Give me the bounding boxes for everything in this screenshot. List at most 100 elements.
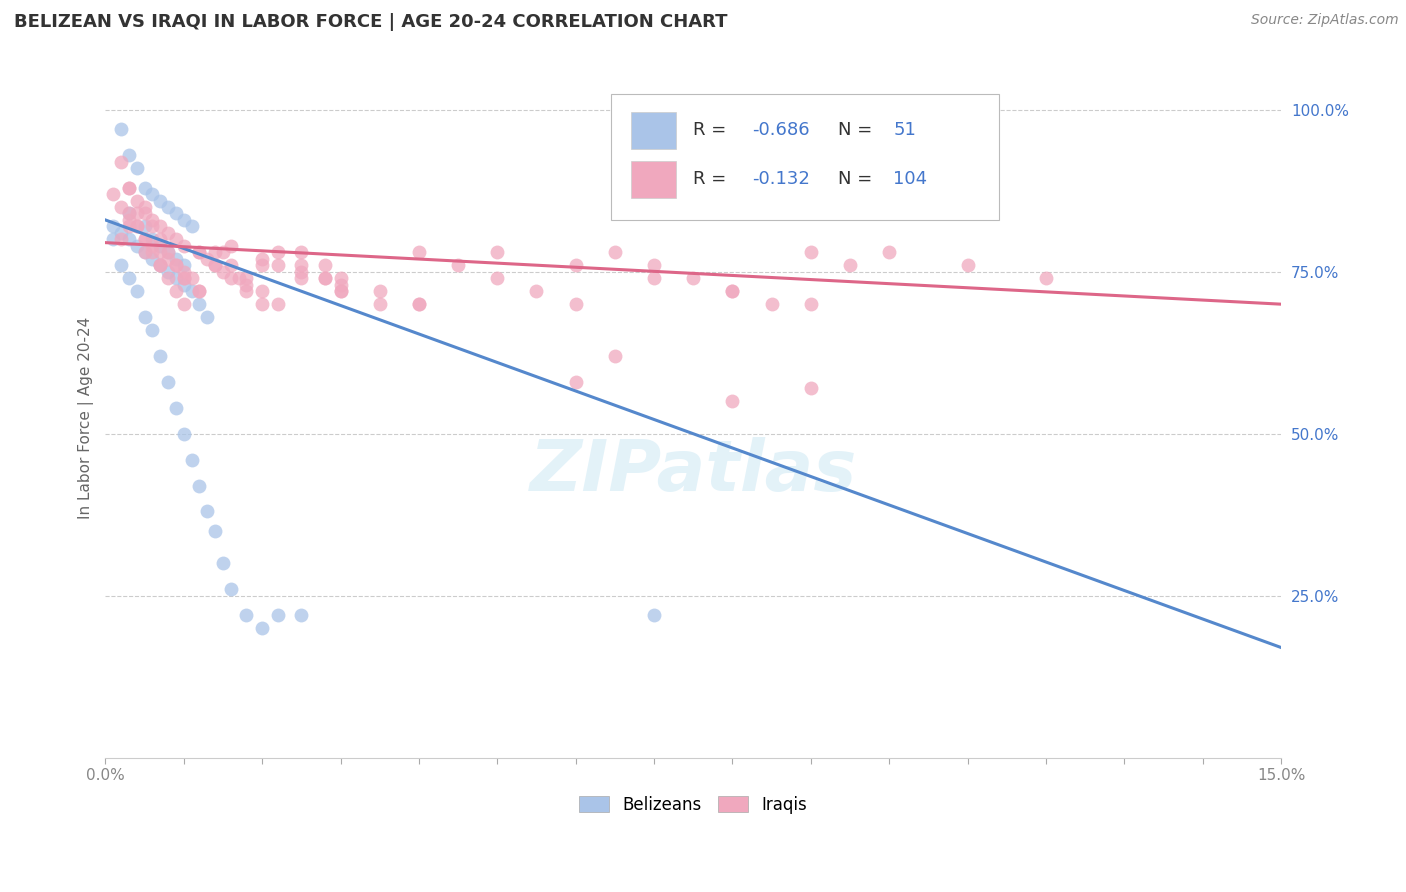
- Point: [219, 271, 242, 285]
- Point: [250, 258, 273, 272]
- Y-axis label: In Labor Force | Age 20-24: In Labor Force | Age 20-24: [79, 317, 94, 518]
- Point: [118, 206, 141, 220]
- Point: [329, 284, 352, 298]
- Point: [141, 245, 163, 260]
- Point: [839, 258, 862, 272]
- Point: [180, 271, 202, 285]
- Point: [118, 232, 141, 246]
- Point: [125, 206, 148, 220]
- Point: [219, 239, 242, 253]
- Point: [526, 284, 548, 298]
- Point: [643, 608, 665, 623]
- Point: [267, 245, 290, 260]
- Point: [157, 271, 180, 285]
- Point: [800, 245, 823, 260]
- Point: [314, 258, 336, 272]
- Point: [134, 245, 156, 260]
- Point: [195, 504, 218, 518]
- Point: [314, 271, 336, 285]
- Text: R =: R =: [693, 121, 733, 139]
- Point: [110, 226, 132, 240]
- Point: [165, 258, 187, 272]
- Text: Source: ZipAtlas.com: Source: ZipAtlas.com: [1251, 13, 1399, 28]
- Point: [195, 310, 218, 325]
- Point: [368, 297, 391, 311]
- Point: [721, 284, 744, 298]
- Point: [149, 258, 172, 272]
- Point: [250, 621, 273, 635]
- Point: [125, 219, 148, 234]
- Point: [118, 219, 141, 234]
- Point: [408, 245, 430, 260]
- Point: [110, 122, 132, 136]
- Point: [267, 608, 290, 623]
- Point: [486, 245, 509, 260]
- Point: [290, 265, 312, 279]
- Point: [212, 557, 235, 571]
- Point: [761, 297, 783, 311]
- Point: [118, 206, 141, 220]
- Point: [125, 219, 148, 234]
- Point: [125, 284, 148, 298]
- Point: [141, 219, 163, 234]
- Point: [290, 608, 312, 623]
- Point: [290, 271, 312, 285]
- Point: [141, 323, 163, 337]
- Point: [118, 213, 141, 227]
- Point: [165, 401, 187, 415]
- Point: [956, 258, 979, 272]
- Point: [173, 213, 195, 227]
- Bar: [631, 161, 676, 198]
- Point: [173, 265, 195, 279]
- Point: [408, 297, 430, 311]
- Point: [103, 187, 125, 202]
- Text: N =: N =: [838, 170, 877, 188]
- FancyBboxPatch shape: [612, 95, 998, 220]
- Text: -0.132: -0.132: [752, 170, 810, 188]
- Point: [157, 245, 180, 260]
- Point: [149, 258, 172, 272]
- Point: [157, 375, 180, 389]
- Point: [165, 232, 187, 246]
- Point: [188, 284, 211, 298]
- Point: [165, 284, 187, 298]
- Point: [134, 232, 156, 246]
- Point: [157, 252, 180, 266]
- Point: [290, 258, 312, 272]
- Point: [165, 258, 187, 272]
- Point: [149, 219, 172, 234]
- Point: [173, 258, 195, 272]
- Point: [643, 258, 665, 272]
- Text: ZIPatlas: ZIPatlas: [530, 437, 856, 507]
- Point: [173, 277, 195, 292]
- Point: [118, 271, 141, 285]
- Point: [141, 239, 163, 253]
- Point: [188, 245, 211, 260]
- Point: [141, 252, 163, 266]
- Point: [125, 194, 148, 208]
- Text: -0.686: -0.686: [752, 121, 810, 139]
- Point: [368, 284, 391, 298]
- Point: [314, 271, 336, 285]
- Point: [219, 582, 242, 597]
- Point: [110, 258, 132, 272]
- Point: [204, 258, 226, 272]
- Point: [188, 297, 211, 311]
- Text: 51: 51: [893, 121, 915, 139]
- Point: [643, 271, 665, 285]
- Point: [329, 271, 352, 285]
- Text: 104: 104: [893, 170, 927, 188]
- Point: [408, 297, 430, 311]
- Point: [110, 232, 132, 246]
- Point: [564, 258, 586, 272]
- Point: [250, 297, 273, 311]
- Point: [188, 478, 211, 492]
- Text: BELIZEAN VS IRAQI IN LABOR FORCE | AGE 20-24 CORRELATION CHART: BELIZEAN VS IRAQI IN LABOR FORCE | AGE 2…: [14, 13, 727, 31]
- Point: [267, 297, 290, 311]
- Point: [134, 310, 156, 325]
- Point: [173, 239, 195, 253]
- Point: [188, 245, 211, 260]
- Point: [173, 271, 195, 285]
- Point: [195, 252, 218, 266]
- Point: [603, 349, 626, 363]
